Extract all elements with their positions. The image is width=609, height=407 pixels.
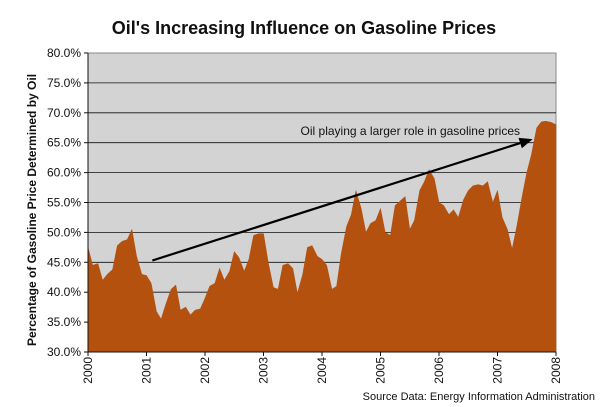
chart-title: Oil's Increasing Influence on Gasoline P… [112,18,496,38]
x-tick-label: 2008 [549,357,563,384]
area-series [87,120,557,353]
x-tick-label: 2001 [140,357,154,384]
y-tick-label: 45.0% [47,255,81,269]
y-tick-label: 35.0% [47,315,81,329]
y-tick-label: 75.0% [47,76,81,90]
y-tick-label: 30.0% [47,345,81,359]
x-tick-label: 2000 [81,357,95,384]
x-tick-label: 2005 [374,357,388,384]
y-tick-label: 80.0% [47,46,81,60]
y-tick-label: 65.0% [47,136,81,150]
y-axis-label: Percentage of Gasoline Price Determined … [25,74,39,346]
annotation-label: Oil playing a larger role in gasoline pr… [301,124,520,138]
x-tick-label: 2002 [198,357,212,384]
x-tick-label: 2003 [257,357,271,384]
y-tick-label: 70.0% [47,106,81,120]
x-tick-label: 2006 [432,357,446,384]
trend-arrow-head [518,137,533,149]
x-tick-label: 2004 [315,357,329,384]
source-note: Source Data: Energy Information Administ… [363,391,595,403]
y-tick-label: 60.0% [47,166,81,180]
y-tick-label: 40.0% [47,285,81,299]
trend-arrow-line [152,142,521,262]
y-tick-label: 55.0% [47,196,81,210]
plot-area: 30.0% 35.0% 40.0% 45.0% 50.0% 55.0% 60.0% 65.0%… [47,46,563,384]
y-tick-label: 50.0% [47,225,81,239]
x-tick-label: 2007 [491,357,505,384]
